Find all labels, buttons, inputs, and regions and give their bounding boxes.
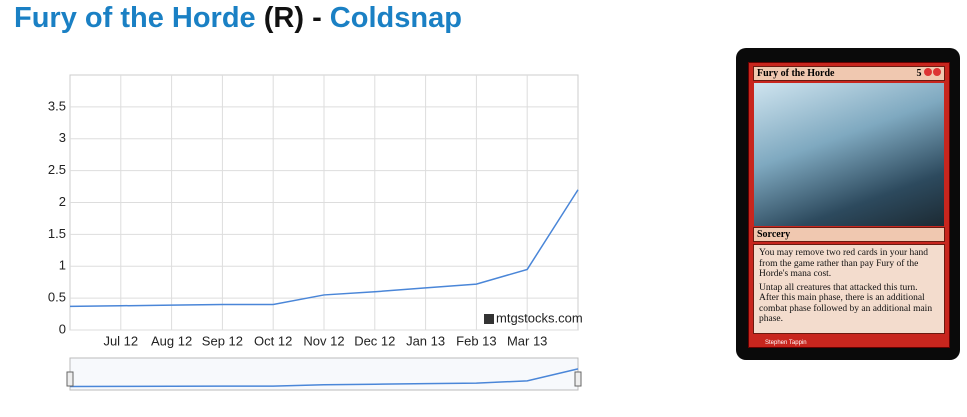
y-tick-label: 0 (59, 321, 66, 336)
rarity: (R) (263, 2, 304, 34)
y-tick-label: 0.5 (48, 290, 66, 305)
x-tick-label: Dec 12 (354, 333, 395, 348)
generic-cost: 5 (916, 68, 922, 79)
separator: - (312, 2, 322, 34)
chart: 0 0.5 1 1.5 2 2.5 3 3.5 Jul 12 Aug 12 Sep 12 Oct 12… (48, 74, 583, 391)
x-tick-label: Oct 12 (254, 333, 292, 348)
x-tick-label: Jan 13 (406, 333, 445, 348)
watermark-icon (484, 314, 494, 324)
watermark: mtgstocks.com (496, 310, 583, 325)
mana-cost: 5 (916, 68, 941, 79)
rules-text: Untap all creatures that attacked this t… (759, 282, 933, 325)
price-line (69, 189, 579, 308)
y-tick-label: 2 (59, 194, 66, 209)
navigator-handle[interactable] (574, 371, 582, 387)
x-tick-label: Aug 12 (151, 333, 192, 348)
type-line: Sorcery (757, 229, 791, 240)
card-title-bar: Fury of the Horde 5 (753, 66, 945, 81)
rules-text: You may remove two red cards in your han… (759, 248, 928, 279)
x-tick-label: Jul 12 (103, 333, 138, 348)
x-tick-label: Feb 13 (456, 333, 496, 348)
set-name[interactable]: Coldsnap (329, 2, 462, 34)
card-title: Fury of the Horde (757, 68, 835, 79)
y-tick-label: 3.5 (48, 98, 66, 113)
navigator-handle[interactable] (66, 371, 74, 387)
page-title: Fury of the Horde (R) - Coldsnap (14, 2, 462, 35)
y-tick-label: 2.5 (48, 162, 66, 177)
navigator-line (69, 368, 579, 388)
x-tick-label: Nov 12 (303, 333, 344, 348)
x-tick-label: Sep 12 (202, 333, 243, 348)
type-bar: Sorcery (753, 227, 945, 242)
card-name[interactable]: Fury of the Horde (14, 2, 256, 34)
artist: Stephen Tappin (765, 340, 807, 346)
card-art (754, 83, 944, 226)
y-tick-label: 1 (59, 258, 66, 273)
card-frame: Fury of the Horde 5 Sorcery You may remov… (748, 62, 950, 348)
y-tick-label: 1.5 (48, 226, 66, 241)
y-tick-label: 3 (59, 130, 66, 145)
rules-box: You may remove two red cards in your han… (753, 244, 945, 334)
card-image: Fury of the Horde 5 Sorcery You may remov… (736, 48, 960, 360)
x-tick-label: Mar 13 (507, 333, 547, 348)
